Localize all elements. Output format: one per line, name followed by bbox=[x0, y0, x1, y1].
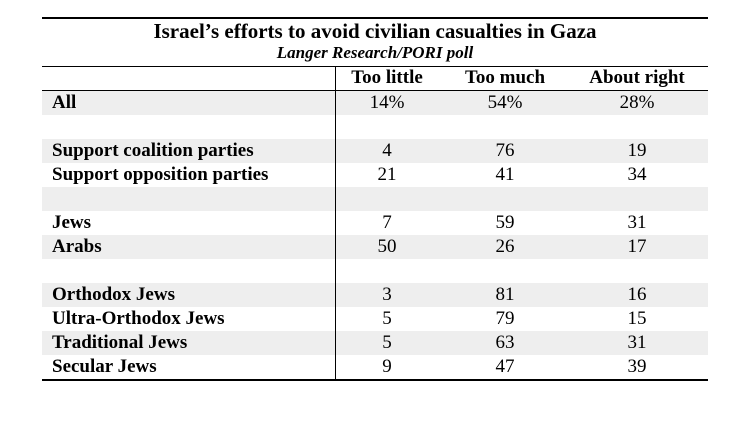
data-cell: 5 bbox=[382, 308, 392, 329]
table-title: Israel’s efforts to avoid civilian casua… bbox=[153, 19, 597, 43]
header-bottom-rule bbox=[42, 90, 708, 91]
data-cell: 59 bbox=[495, 212, 515, 233]
row-shading bbox=[42, 283, 708, 307]
row-label: Support opposition parties bbox=[52, 164, 269, 185]
data-cell: 17 bbox=[627, 236, 647, 257]
data-cell: 81 bbox=[495, 284, 515, 305]
table-subtitle: Langer Research/PORI poll bbox=[276, 43, 474, 62]
row-label: Arabs bbox=[52, 236, 102, 257]
column-header: Too little bbox=[351, 67, 423, 88]
top-rule bbox=[42, 17, 708, 19]
header-top-rule bbox=[42, 66, 708, 67]
data-cell: 31 bbox=[627, 332, 647, 353]
row-label: Ultra-Orthodox Jews bbox=[52, 308, 225, 329]
data-cell: 76 bbox=[495, 140, 515, 161]
row-shading bbox=[42, 235, 708, 259]
data-cell: 5 bbox=[382, 332, 392, 353]
data-cell: 34 bbox=[627, 164, 647, 185]
data-cell: 19 bbox=[627, 140, 647, 161]
column-header: About right bbox=[589, 67, 685, 88]
row-label: All bbox=[52, 92, 77, 113]
data-cell: 15 bbox=[627, 308, 647, 329]
data-cell: 63 bbox=[495, 332, 515, 353]
bottom-rule bbox=[42, 379, 708, 381]
data-cell: 26 bbox=[495, 236, 515, 257]
data-cell: 9 bbox=[382, 356, 392, 377]
data-cell: 3 bbox=[382, 284, 392, 305]
data-cell: 41 bbox=[495, 164, 515, 185]
data-cell: 28% bbox=[619, 92, 655, 113]
data-cell: 21 bbox=[377, 164, 397, 185]
row-label: Jews bbox=[52, 212, 92, 233]
data-cell: 16 bbox=[627, 284, 647, 305]
data-cell: 14% bbox=[369, 92, 405, 113]
row-label: Orthodox Jews bbox=[52, 284, 175, 305]
data-cell: 39 bbox=[627, 356, 647, 377]
row-shading bbox=[42, 331, 708, 355]
data-cell: 31 bbox=[627, 212, 647, 233]
data-cell: 54% bbox=[487, 92, 523, 113]
row-label: Secular Jews bbox=[52, 356, 157, 377]
data-cell: 50 bbox=[377, 236, 397, 257]
data-cell: 79 bbox=[495, 308, 515, 329]
column-separator bbox=[335, 66, 336, 379]
row-shading bbox=[42, 91, 708, 115]
row-shading bbox=[42, 187, 708, 211]
data-cell: 7 bbox=[382, 212, 392, 233]
data-cell: 4 bbox=[382, 140, 392, 161]
row-shading bbox=[42, 139, 708, 163]
row-label: Support coalition parties bbox=[52, 140, 254, 161]
row-label: Traditional Jews bbox=[52, 332, 188, 353]
column-header: Too much bbox=[464, 67, 546, 88]
data-cell: 47 bbox=[495, 356, 515, 377]
